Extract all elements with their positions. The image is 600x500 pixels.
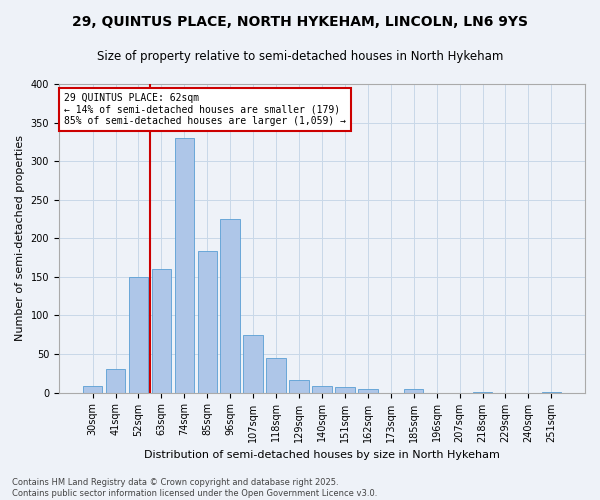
Bar (128, 277, 148, 392)
Bar (152, 269, 171, 392)
Bar (244, 336, 263, 392)
X-axis label: Distribution of semi-detached houses by size in North Hykeham: Distribution of semi-detached houses by … (144, 450, 500, 460)
Text: Size of property relative to semi-detached houses in North Hykeham: Size of property relative to semi-detach… (97, 50, 503, 63)
Bar (266, 358, 286, 392)
Text: Contains HM Land Registry data © Crown copyright and database right 2025.
Contai: Contains HM Land Registry data © Crown c… (12, 478, 377, 498)
Bar (289, 380, 309, 392)
Bar (358, 388, 377, 392)
Bar (83, 386, 103, 392)
Y-axis label: Number of semi-detached properties: Number of semi-detached properties (15, 136, 25, 342)
Bar (312, 386, 332, 392)
Bar (106, 370, 125, 392)
Text: 29, QUINTUS PLACE, NORTH HYKEHAM, LINCOLN, LN6 9YS: 29, QUINTUS PLACE, NORTH HYKEHAM, LINCOL… (72, 15, 528, 29)
Text: 29 QUINTUS PLACE: 62sqm
← 14% of semi-detached houses are smaller (179)
85% of s: 29 QUINTUS PLACE: 62sqm ← 14% of semi-de… (64, 94, 346, 126)
Bar (335, 387, 355, 392)
Bar (197, 252, 217, 392)
Bar (175, 138, 194, 392)
Bar (404, 390, 424, 392)
Bar (220, 219, 240, 392)
